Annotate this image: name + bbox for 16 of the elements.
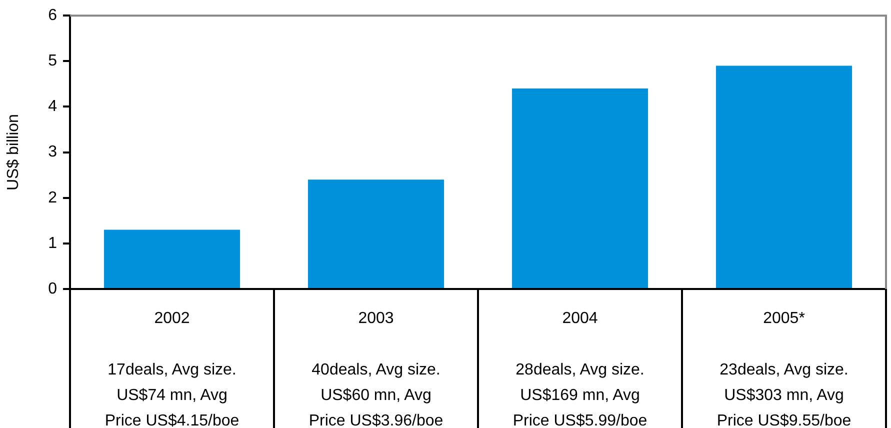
bar <box>512 88 648 288</box>
y-tick-label: 1 <box>48 234 58 252</box>
y-tick-label: 0 <box>48 280 58 298</box>
y-tick-label: 3 <box>48 144 58 161</box>
bar <box>308 180 444 288</box>
bar <box>104 230 240 288</box>
category-label: 2002 17deals, Avg size. US$74 mn, Avg Price US$4.15/boe <box>104 310 240 428</box>
y-tick-label: 6 <box>48 7 58 24</box>
bar <box>716 66 852 288</box>
category-label: 2003 40deals, Avg size. US$60 mn, Avg Price US$3.96/boe <box>308 310 444 428</box>
y-tick-label: 5 <box>48 52 58 70</box>
y-tick-label: 2 <box>48 189 58 206</box>
category-label: 2004 28deals, Avg size. US$169 mn, Avg Price US$5.99/boe <box>512 310 648 428</box>
y-tick-label: 4 <box>48 98 58 116</box>
y-axis-title: US$ billion <box>5 114 22 191</box>
category-label: 2005* 23deals, Avg size. US$303 mn, Avg Price US$9.55/boe <box>716 310 852 428</box>
